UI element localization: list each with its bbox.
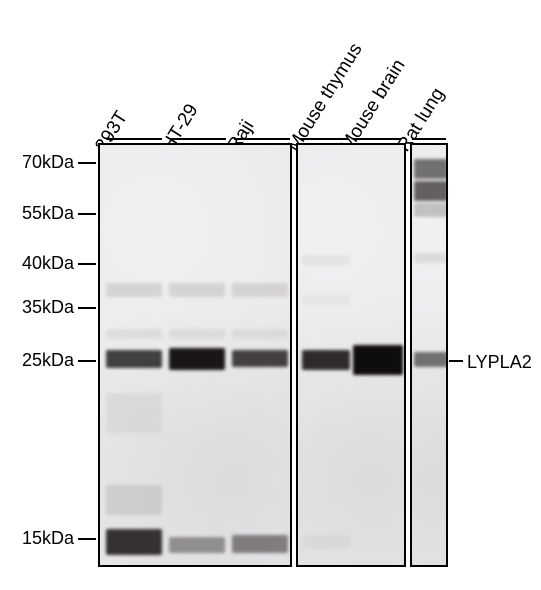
gel-band (302, 255, 350, 265)
gel-band (232, 329, 288, 339)
gel-band (106, 329, 162, 339)
mw-marker-tick (78, 538, 96, 540)
gel-band (232, 283, 288, 297)
mw-marker-tick (78, 263, 96, 265)
mw-marker-tick (78, 162, 96, 164)
gel-band (414, 352, 448, 367)
mw-marker-label: 70kDa (4, 152, 74, 173)
panel-1 (98, 143, 292, 567)
mw-marker-label: 25kDa (4, 350, 74, 371)
panel-3 (410, 143, 448, 567)
gel-band (302, 535, 350, 549)
mw-marker-label: 35kDa (4, 297, 74, 318)
mw-marker-tick (78, 213, 96, 215)
mw-marker-label: 55kDa (4, 203, 74, 224)
gel-band (169, 348, 225, 370)
gel-band (232, 535, 288, 553)
gel-band (414, 203, 448, 217)
target-label: LYPLA2 (467, 352, 532, 373)
gel-band (106, 529, 162, 555)
mw-marker-label: 40kDa (4, 253, 74, 274)
gel-band (106, 350, 162, 368)
gel-band (106, 485, 162, 515)
gel-band (414, 181, 448, 201)
western-blot-figure: 70kDa55kDa40kDa35kDa25kDa15kDa 293THT-29… (0, 0, 541, 590)
gel-band (302, 295, 350, 305)
gel-band (414, 253, 448, 263)
gel-band (169, 329, 225, 339)
gel-band (169, 283, 225, 297)
gel-band (169, 537, 225, 553)
mw-marker-label: 15kDa (4, 528, 74, 549)
gel-band (232, 350, 288, 367)
gel-band (106, 393, 162, 433)
gel-band (353, 345, 403, 375)
gel-band (302, 350, 350, 370)
target-tick (449, 360, 463, 362)
mw-marker-tick (78, 360, 96, 362)
gel-band (414, 159, 448, 179)
gel-band (106, 283, 162, 297)
mw-marker-tick (78, 307, 96, 309)
panel-2 (296, 143, 406, 567)
